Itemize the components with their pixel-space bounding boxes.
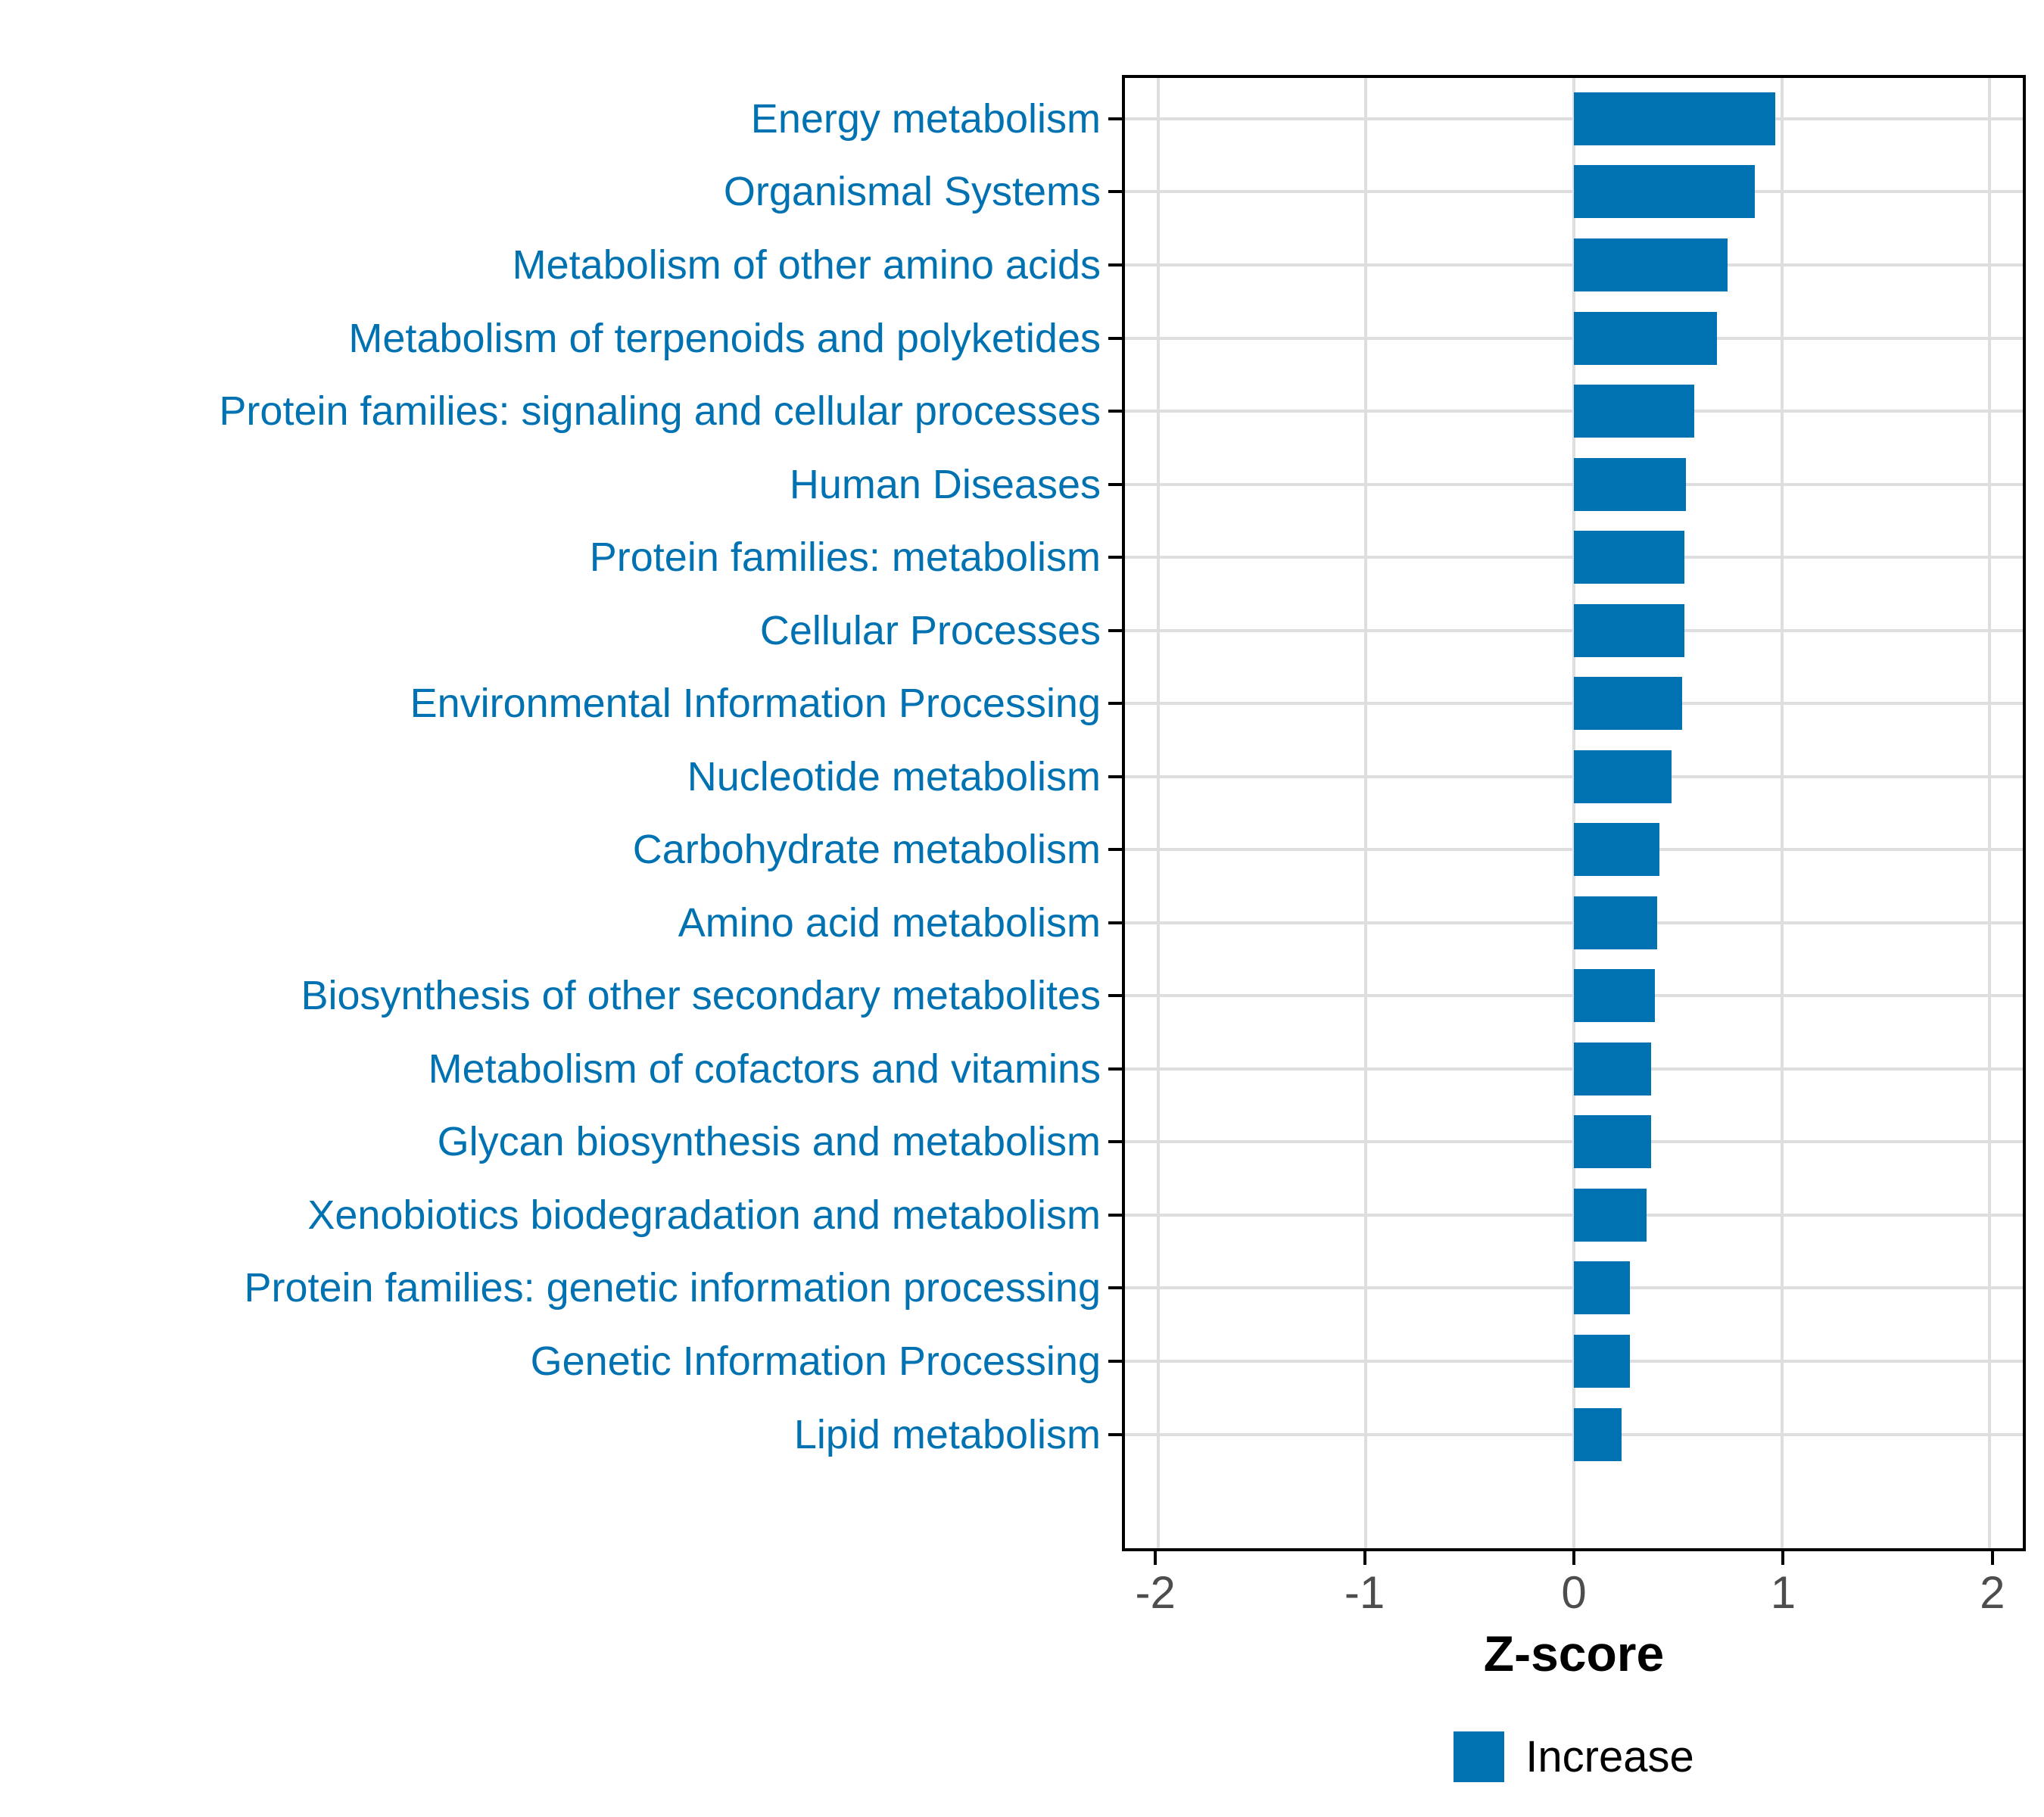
bar xyxy=(1574,1335,1631,1388)
x-tick-label: -1 xyxy=(1344,1567,1385,1618)
y-axis-tick xyxy=(1108,190,1122,194)
gridline-vertical xyxy=(1988,78,1992,1548)
bar xyxy=(1574,1188,1647,1242)
x-axis-tick xyxy=(1781,1551,1785,1565)
bar xyxy=(1574,531,1684,584)
y-tick-label: Metabolism of other amino acids xyxy=(512,242,1101,288)
bar xyxy=(1574,385,1695,438)
y-tick-label: Metabolism of terpenoids and polyketides xyxy=(348,315,1101,361)
bar xyxy=(1574,165,1755,219)
y-axis-tick xyxy=(1108,556,1122,559)
bar xyxy=(1574,311,1718,365)
y-axis-labels: Energy metabolism Organismal Systems Metab… xyxy=(219,95,1101,1457)
y-tick-label: Environmental Information Processing xyxy=(410,681,1101,727)
y-axis-tick xyxy=(1108,1432,1122,1436)
gridline-vertical xyxy=(1364,78,1368,1548)
y-axis-tick xyxy=(1108,1140,1122,1144)
bar xyxy=(1574,677,1682,731)
bar xyxy=(1574,1407,1622,1461)
bar xyxy=(1574,603,1684,657)
y-axis-tick xyxy=(1108,1286,1122,1290)
y-axis-tick xyxy=(1108,410,1122,413)
bar xyxy=(1574,823,1659,877)
y-axis-tick xyxy=(1108,263,1122,266)
x-tick-label: 0 xyxy=(1561,1567,1587,1618)
y-tick-label: Xenobiotics biodegradation and metabolis… xyxy=(307,1192,1101,1238)
y-tick-label: Organismal Systems xyxy=(723,169,1101,215)
y-tick-label: Metabolism of cofactors and vitamins xyxy=(428,1046,1101,1092)
x-tick-label: -2 xyxy=(1135,1567,1176,1618)
bar xyxy=(1574,1042,1651,1095)
y-tick-label: Protein families: signaling and cellular… xyxy=(219,388,1101,435)
x-axis-tick xyxy=(1572,1551,1575,1565)
y-axis-tick xyxy=(1108,482,1122,486)
y-tick-label: Protein families: genetic information pr… xyxy=(244,1265,1101,1311)
x-axis-tick xyxy=(1990,1551,1994,1565)
y-tick-label: Protein families: metabolism xyxy=(589,535,1101,581)
bar xyxy=(1574,238,1728,291)
y-axis-tick xyxy=(1108,628,1122,632)
y-axis-tick xyxy=(1108,774,1122,778)
bar xyxy=(1574,1261,1631,1315)
y-axis-tick xyxy=(1108,1213,1122,1217)
y-axis-tick xyxy=(1108,921,1122,924)
plot-panel xyxy=(1122,75,2026,1551)
x-axis-title: Z-score xyxy=(1483,1625,1665,1681)
x-axis-tick xyxy=(1154,1551,1158,1565)
y-axis-tick xyxy=(1108,702,1122,706)
x-axis-tick xyxy=(1363,1551,1366,1565)
y-tick-label: Amino acid metabolism xyxy=(678,899,1101,946)
y-tick-label: Energy metabolism xyxy=(750,95,1101,142)
bar xyxy=(1574,457,1687,511)
y-axis-tick xyxy=(1108,994,1122,998)
gridline-vertical xyxy=(1780,78,1784,1548)
y-tick-label: Genetic Information Processing xyxy=(530,1339,1101,1384)
legend-swatch-increase xyxy=(1454,1731,1505,1782)
x-tick-label: 2 xyxy=(1980,1567,2005,1618)
y-tick-label: Carbohydrate metabolism xyxy=(632,827,1101,873)
y-axis-tick xyxy=(1108,336,1122,340)
bar xyxy=(1574,896,1657,949)
bar xyxy=(1574,750,1672,803)
gridline-vertical xyxy=(1156,78,1160,1548)
y-tick-label: Human Diseases xyxy=(789,461,1101,507)
y-tick-label: Cellular Processes xyxy=(759,607,1101,653)
y-tick-label: Biosynthesis of other secondary metaboli… xyxy=(301,973,1101,1019)
y-axis-tick xyxy=(1108,1067,1122,1071)
legend: Increase xyxy=(1122,1719,2026,1794)
y-axis-tick xyxy=(1108,848,1122,852)
legend-label: Increase xyxy=(1525,1731,1694,1781)
bar xyxy=(1574,969,1656,1023)
y-axis-tick xyxy=(1108,1360,1122,1363)
y-tick-label: Nucleotide metabolism xyxy=(687,753,1101,799)
y-tick-label: Lipid metabolism xyxy=(793,1411,1101,1457)
gridline-vertical xyxy=(1572,78,1575,1548)
bar xyxy=(1574,92,1776,145)
bar xyxy=(1574,1115,1651,1169)
y-axis-tick xyxy=(1108,117,1122,120)
y-tick-label: Glycan biosynthesis and metabolism xyxy=(437,1119,1101,1165)
x-tick-label: 1 xyxy=(1770,1567,1796,1618)
